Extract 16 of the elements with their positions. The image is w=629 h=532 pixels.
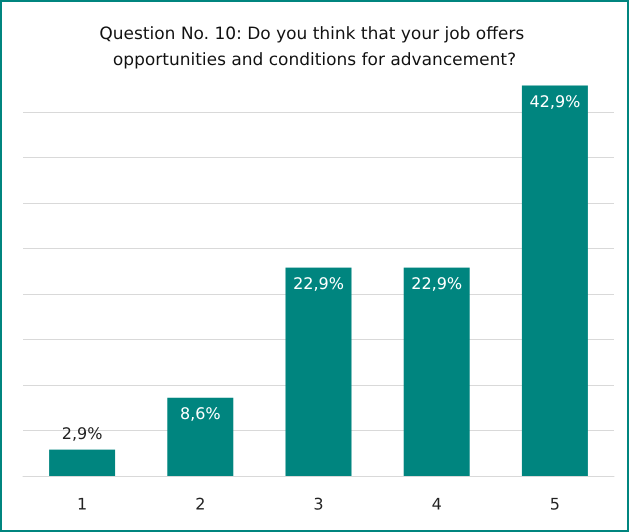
chart-title: Question No. 10: Do you think that your job offers opportunities and conditions for advancement? (99, 24, 530, 70)
x-tick-label: 3 (313, 494, 324, 514)
data-label: 22,9% (293, 274, 344, 294)
bar (286, 268, 352, 476)
x-tick-label: 1 (77, 494, 88, 514)
x-tick-label: 5 (550, 494, 560, 514)
x-tick-label: 4 (432, 494, 442, 514)
x-tick-label: 2 (195, 494, 206, 514)
data-label: 8,6% (180, 404, 221, 424)
bar (49, 450, 116, 476)
data-label: 22,9% (411, 274, 462, 294)
bar (522, 86, 588, 476)
bar (167, 398, 234, 476)
data-label: 42,9% (529, 92, 580, 112)
data-label: 2,9% (62, 424, 102, 444)
bar (404, 268, 470, 476)
